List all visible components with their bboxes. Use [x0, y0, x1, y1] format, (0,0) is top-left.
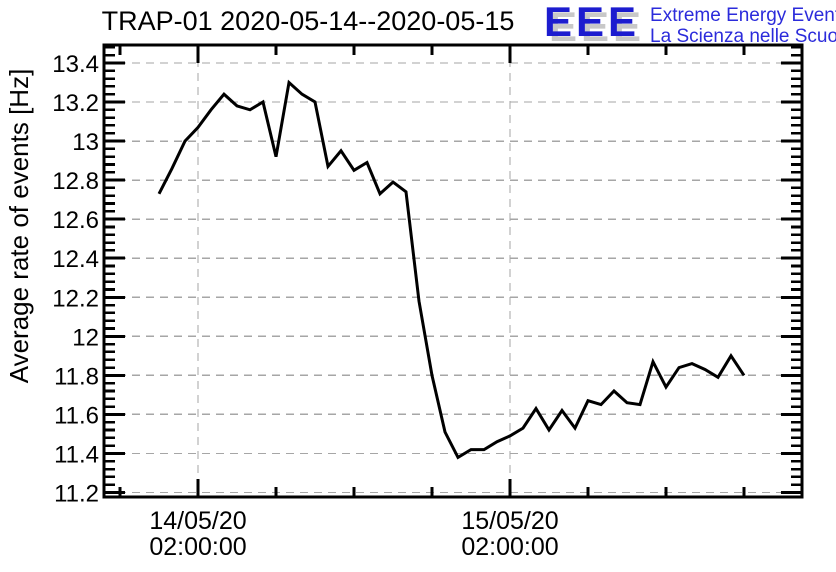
plot-frame: [102, 43, 804, 499]
y-tick-label: 11.6: [54, 402, 99, 429]
y-tick-label: 11.2: [54, 481, 99, 508]
x-tick-label-date: 15/05/20: [461, 507, 558, 535]
eee-logo-mark: EEE: [544, 0, 641, 45]
y-tick-label: 11.4: [54, 441, 99, 468]
y-tick-label: 13: [72, 129, 99, 156]
eee-logo-text: Extreme Energy Events La Scienza nelle S…: [650, 2, 836, 47]
y-tick-label: 13.2: [52, 90, 99, 117]
y-tick-label: 13.4: [52, 51, 99, 78]
x-tick-label-time: 02:00:00: [461, 533, 558, 561]
x-tick-label-time: 02:00:00: [149, 533, 246, 561]
y-tick-label: 12.2: [52, 285, 99, 312]
y-axis-title: Average rate of events [Hz]: [4, 69, 34, 384]
x-tick-label-date: 14/05/20: [149, 507, 246, 535]
rate-series-line: [157, 79, 746, 460]
y-tick-label: 12.6: [52, 207, 99, 234]
eee-logo: EEE Extreme Energy Events La Scienza nel…: [544, 0, 836, 48]
y-tick-label: 12.4: [52, 246, 99, 273]
chart-title: TRAP-01 2020-05-14--2020-05-15: [101, 6, 515, 36]
eee-logo-line1: Extreme Energy Events: [650, 5, 836, 26]
y-tick-label: 12: [72, 324, 99, 351]
y-tick-label: 11.8: [54, 363, 99, 390]
eee-logo-line2: La Scienza nelle Scuole: [650, 26, 836, 47]
y-tick-label: 12.8: [52, 168, 99, 195]
